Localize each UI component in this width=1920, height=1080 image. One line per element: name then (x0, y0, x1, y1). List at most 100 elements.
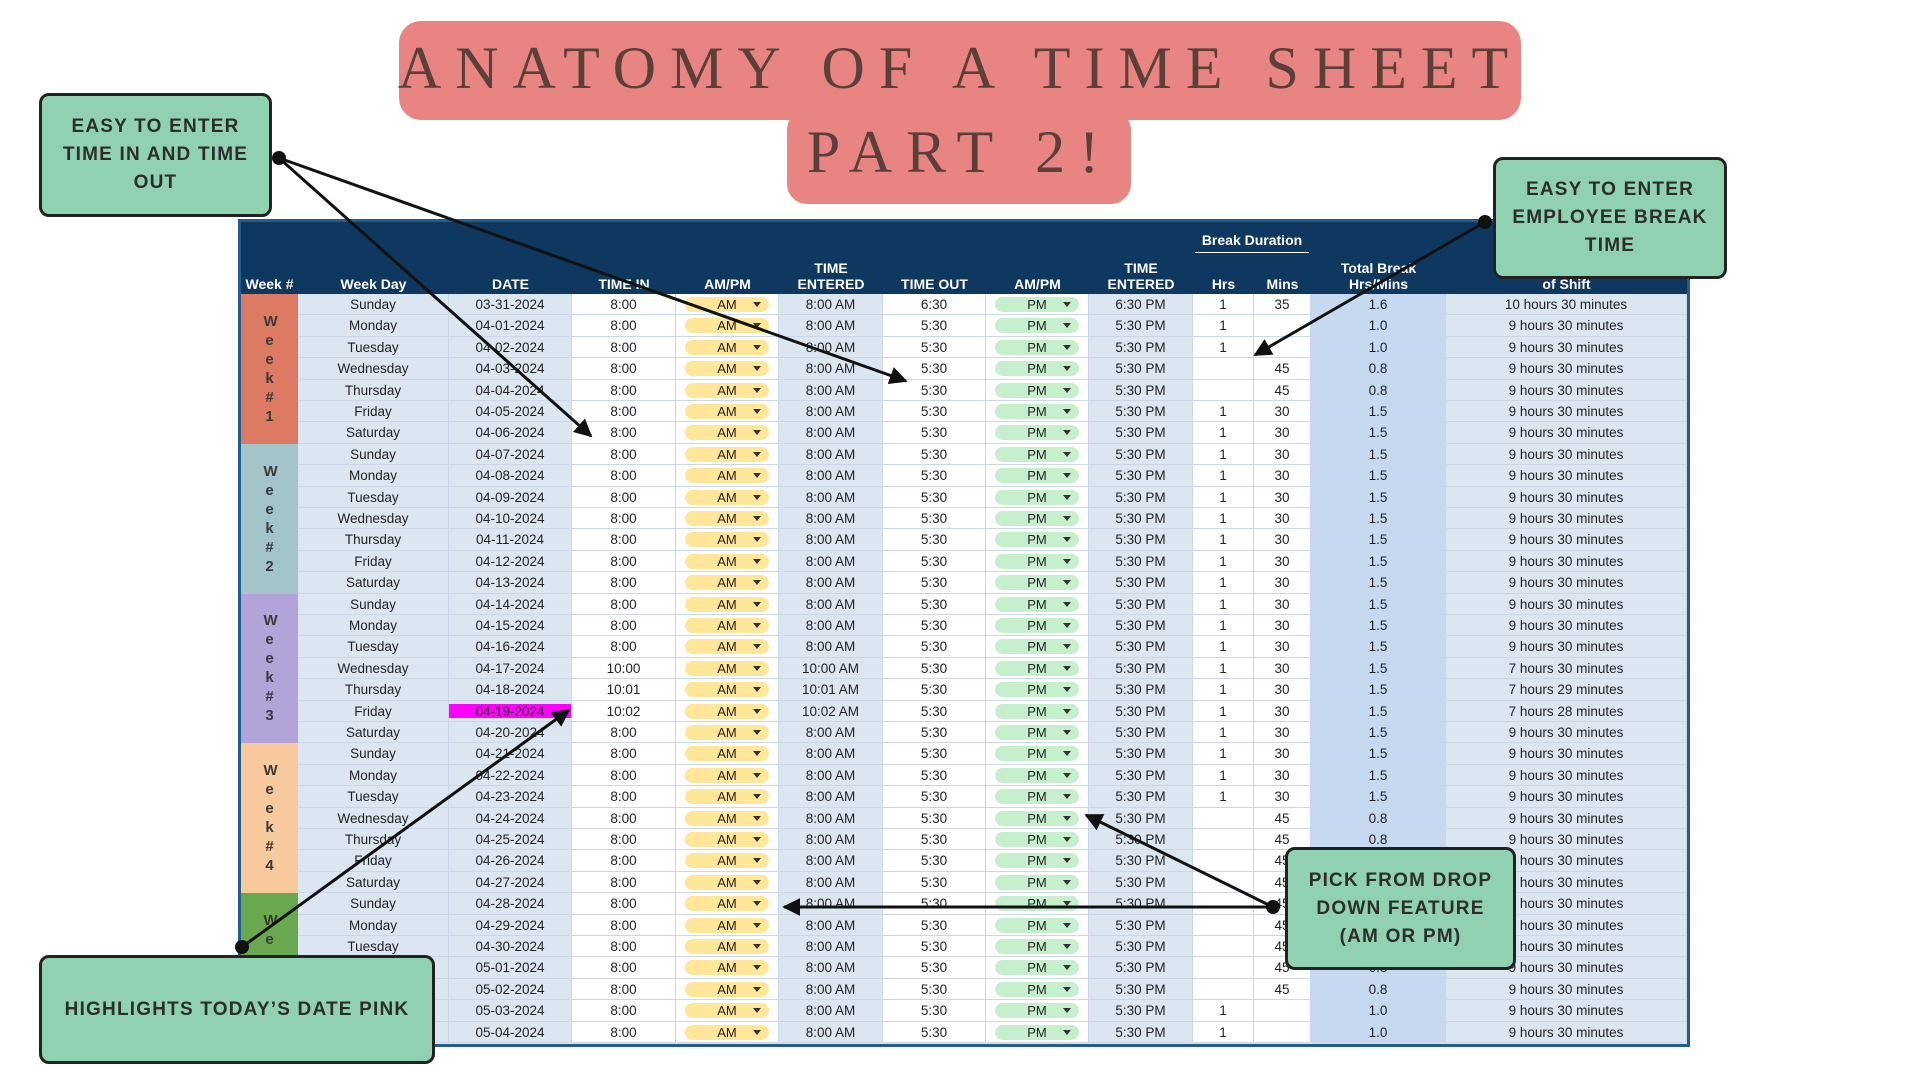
am-pm[interactable]: AM (685, 917, 769, 933)
am-pm[interactable]: PM (995, 789, 1079, 805)
am-pm[interactable]: PM (995, 596, 1079, 612)
am-pm[interactable]: PM (995, 553, 1079, 569)
am-pm[interactable]: PM (995, 404, 1079, 419)
am-pm[interactable]: AM (685, 960, 769, 976)
time-in: 8:00 (572, 1000, 676, 1022)
week-day: Thursday (298, 679, 449, 701)
dropdown-cell: PM (986, 764, 1089, 787)
am-pm[interactable]: AM (685, 532, 769, 548)
am-pm[interactable]: PM (995, 810, 1079, 826)
time-in: 10:01 (572, 679, 676, 701)
am-pm[interactable]: PM (995, 511, 1079, 526)
am-pm[interactable]: PM (995, 468, 1079, 484)
am-pm[interactable]: AM (685, 618, 769, 633)
am-pm[interactable]: AM (685, 425, 769, 441)
am-pm[interactable]: AM (685, 511, 769, 526)
total-break: 0.8 (1311, 829, 1446, 851)
am-pm[interactable]: PM (995, 339, 1079, 355)
am-pm[interactable]: PM (995, 446, 1079, 462)
time-entered: 5:30 PM (1089, 1021, 1193, 1043)
am-pm[interactable]: PM (995, 318, 1079, 334)
am-pm[interactable]: AM (685, 382, 769, 398)
am-pm[interactable]: AM (685, 446, 769, 462)
time-sheet: Week # Week Day DATE TIME IN AM/PM TIME ENTER… (238, 219, 1690, 1047)
am-pm[interactable]: PM (995, 853, 1079, 869)
am-pm[interactable]: AM (685, 639, 769, 655)
am-pm[interactable]: PM (995, 1024, 1079, 1040)
time-out: 5:30 (883, 615, 986, 637)
am-pm[interactable]: AM (685, 874, 769, 890)
am-pm[interactable]: AM (685, 767, 769, 783)
am-pm[interactable]: AM (685, 1003, 769, 1019)
am-pm[interactable]: PM (995, 746, 1079, 762)
am-pm[interactable]: PM (995, 960, 1079, 976)
time-in: 8:00 (572, 486, 676, 508)
am-pm[interactable]: AM (685, 896, 769, 912)
time-entered: 5:30 PM (1089, 443, 1193, 466)
am-pm[interactable]: PM (995, 703, 1079, 719)
dropdown-cell: AM (676, 615, 779, 637)
time-in: 8:00 (572, 871, 676, 894)
am-pm[interactable]: PM (995, 917, 1079, 933)
am-pm[interactable]: AM (685, 1024, 769, 1040)
am-pm[interactable]: PM (995, 532, 1079, 548)
total-break: 1.5 (1311, 657, 1446, 680)
am-pm[interactable]: AM (685, 596, 769, 612)
am-pm[interactable]: AM (685, 832, 769, 847)
am-pm[interactable]: AM (685, 553, 769, 569)
am-pm[interactable]: PM (995, 832, 1079, 847)
total-shift: 9 hours 30 minutes (1446, 978, 1687, 1001)
am-pm[interactable]: AM (685, 703, 769, 719)
am-pm[interactable]: AM (685, 939, 769, 954)
am-pm[interactable]: PM (995, 682, 1079, 698)
dropdown-cell: AM (676, 978, 779, 1001)
am-pm[interactable]: AM (685, 468, 769, 484)
am-pm[interactable]: AM (685, 489, 769, 505)
am-pm[interactable]: PM (995, 425, 1079, 441)
am-pm[interactable]: AM (685, 339, 769, 355)
dropdown-cell: AM (676, 657, 779, 680)
time-entered: 8:00 AM (779, 829, 883, 851)
am-pm[interactable]: AM (685, 297, 769, 312)
am-pm[interactable]: AM (685, 660, 769, 676)
am-pm[interactable]: PM (995, 767, 1079, 783)
break-hrs: 1 (1193, 636, 1254, 658)
am-pm[interactable]: PM (995, 618, 1079, 633)
am-pm[interactable]: PM (995, 725, 1079, 740)
time-out: 5:30 (883, 1000, 986, 1022)
am-pm[interactable]: AM (685, 810, 769, 826)
am-pm[interactable]: PM (995, 489, 1079, 505)
time-entered: 8:00 AM (779, 294, 883, 316)
time-out: 5:30 (883, 700, 986, 722)
am-pm[interactable]: AM (685, 404, 769, 419)
am-pm[interactable]: PM (995, 939, 1079, 954)
am-pm[interactable]: PM (995, 1003, 1079, 1019)
time-in: 8:00 (572, 465, 676, 487)
am-pm[interactable]: PM (995, 361, 1079, 377)
am-pm[interactable]: AM (685, 981, 769, 997)
time-out: 5:30 (883, 936, 986, 958)
am-pm[interactable]: AM (685, 725, 769, 740)
am-pm[interactable]: PM (995, 660, 1079, 676)
am-pm[interactable]: PM (995, 639, 1079, 655)
time-entered: 5:30 PM (1089, 593, 1193, 615)
am-pm[interactable]: AM (685, 682, 769, 698)
am-pm[interactable]: PM (995, 382, 1079, 398)
dropdown-cell: PM (986, 722, 1089, 744)
am-pm[interactable]: AM (685, 361, 769, 377)
am-pm[interactable]: AM (685, 746, 769, 762)
week-day: Saturday (298, 422, 449, 444)
am-pm[interactable]: PM (995, 575, 1079, 591)
week-label: Week #1 (241, 294, 298, 444)
time-out: 5:30 (883, 550, 986, 573)
am-pm[interactable]: AM (685, 575, 769, 591)
time-entered: 5:30 PM (1089, 358, 1193, 380)
am-pm[interactable]: AM (685, 853, 769, 869)
am-pm[interactable]: PM (995, 874, 1079, 890)
am-pm[interactable]: AM (685, 789, 769, 805)
time-entered: 8:00 AM (779, 936, 883, 958)
am-pm[interactable]: PM (995, 297, 1079, 312)
am-pm[interactable]: PM (995, 981, 1079, 997)
am-pm[interactable]: AM (685, 318, 769, 334)
date: 04-27-2024 (449, 871, 572, 894)
